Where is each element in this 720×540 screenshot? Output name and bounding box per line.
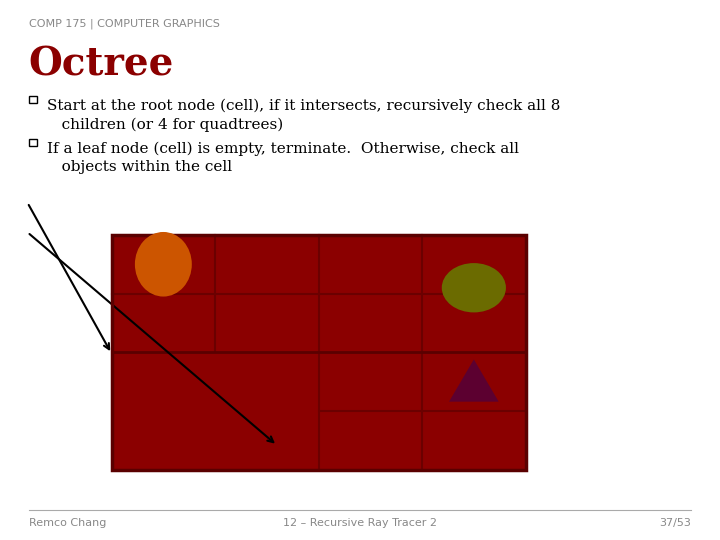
Text: Octree: Octree: [29, 46, 174, 84]
Ellipse shape: [442, 263, 506, 313]
Text: Start at the root node (cell), if it intersects, recursively check all 8
   chil: Start at the root node (cell), if it int…: [47, 98, 560, 132]
Bar: [112, 235, 526, 470]
Polygon shape: [449, 360, 499, 402]
Text: 37/53: 37/53: [660, 518, 691, 529]
Text: COMP 175 | COMPUTER GRAPHICS: COMP 175 | COMPUTER GRAPHICS: [29, 19, 220, 29]
Ellipse shape: [135, 232, 192, 296]
Text: If a leaf node (cell) is empty, terminate.  Otherwise, check all
   objects with: If a leaf node (cell) is empty, terminat…: [47, 141, 519, 174]
Bar: [29, 96, 37, 103]
Bar: [29, 139, 37, 146]
Text: Remco Chang: Remco Chang: [29, 518, 106, 529]
Text: 12 – Recursive Ray Tracer 2: 12 – Recursive Ray Tracer 2: [283, 518, 437, 529]
Bar: [112, 235, 526, 470]
